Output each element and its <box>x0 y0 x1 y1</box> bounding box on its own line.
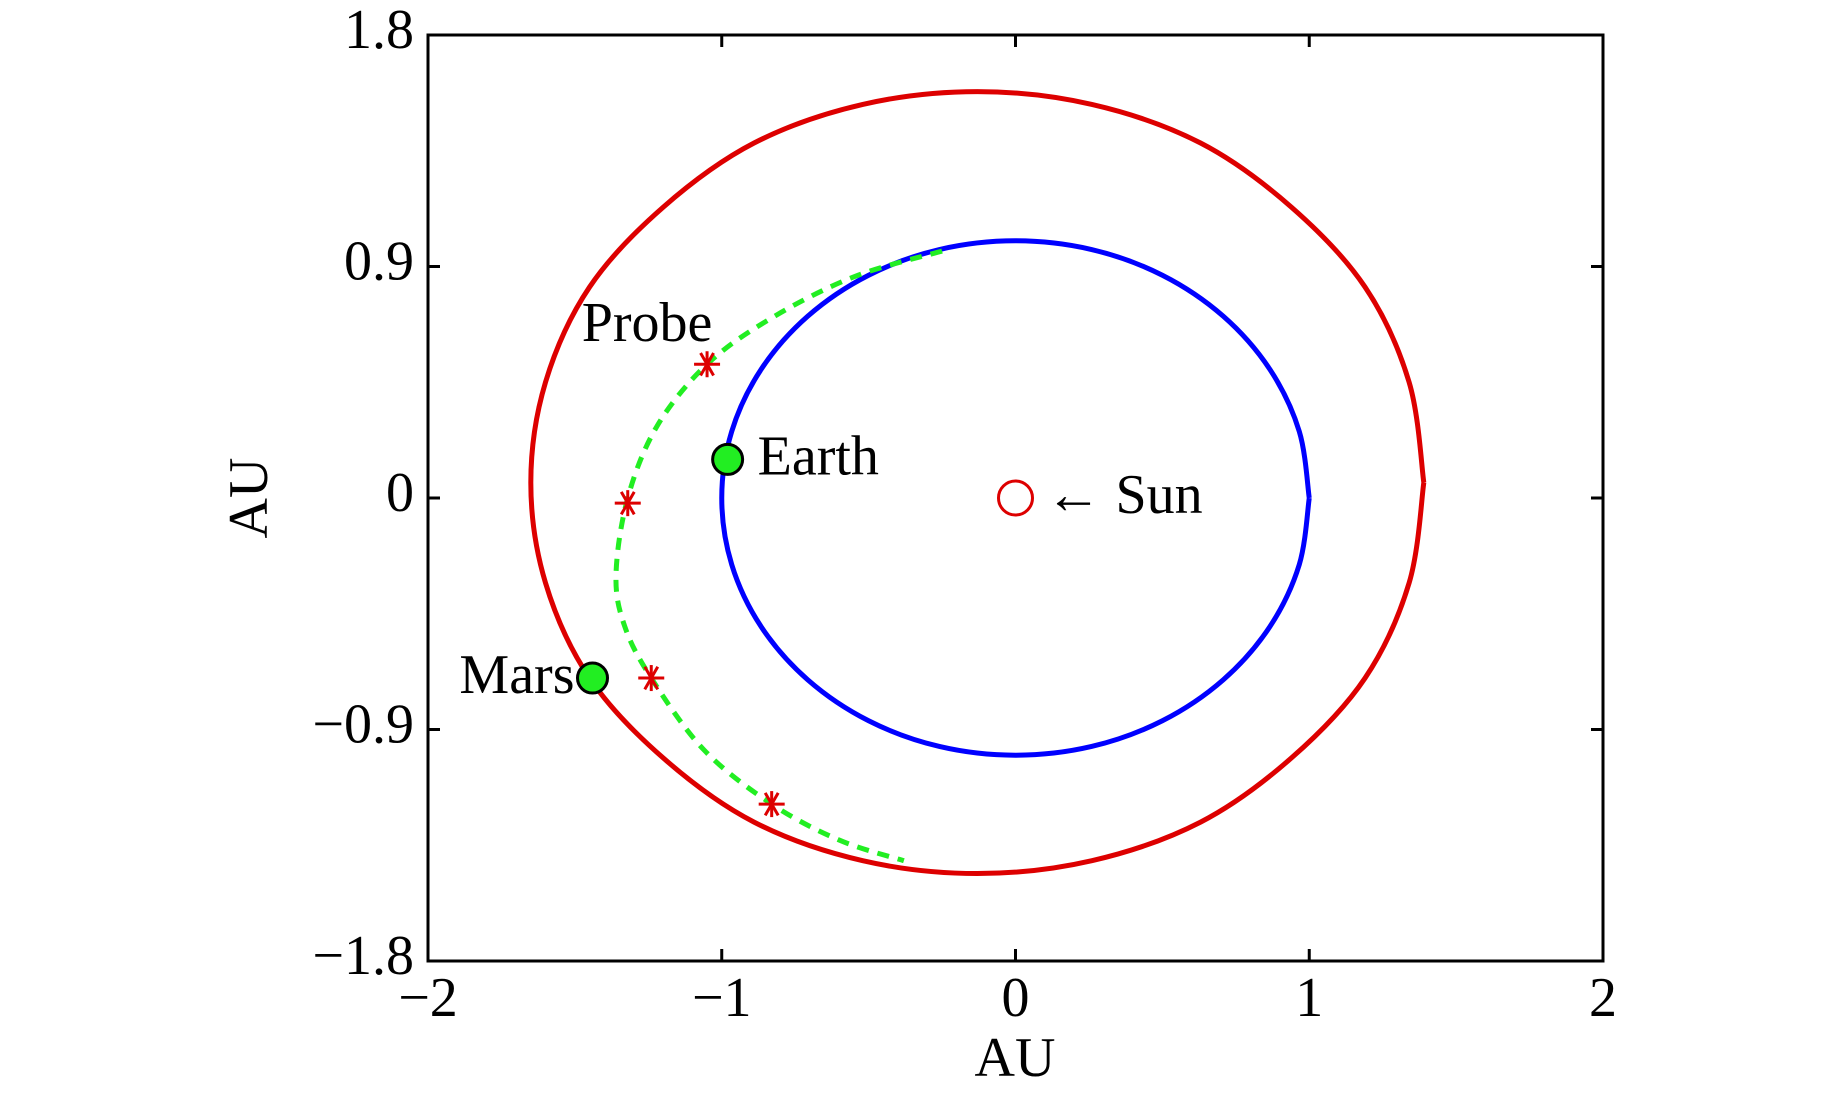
x-axis-label: AU <box>975 1027 1056 1089</box>
x-tick-label: −2 <box>398 967 458 1029</box>
x-tick-label: −1 <box>692 967 752 1029</box>
y-tick-label: −0.9 <box>312 693 414 755</box>
y-tick-label: 0 <box>386 462 414 524</box>
x-tick-label: 2 <box>1589 967 1617 1029</box>
orbit-line <box>528 89 1427 877</box>
probe-marker <box>758 791 785 818</box>
planet-marker <box>711 442 745 476</box>
x-tick-label: 1 <box>1295 967 1323 1029</box>
y-axis-label: AU <box>218 458 280 539</box>
sun-marker <box>997 479 1034 517</box>
y-tick-label: 1.8 <box>344 0 414 61</box>
point-label: Probe <box>582 292 713 354</box>
plot-frame <box>426 33 1605 963</box>
orbit-line <box>719 238 1312 758</box>
x-tick-label: 0 <box>1002 967 1030 1029</box>
point-label: Mars <box>459 644 574 706</box>
point-label: ← Sun <box>1046 464 1203 526</box>
point-label: Earth <box>758 425 879 487</box>
probe-marker <box>694 351 721 378</box>
y-tick-label: −1.8 <box>312 925 414 987</box>
y-tick-label: 0.9 <box>344 230 414 292</box>
probe-marker <box>638 665 665 692</box>
planet-marker <box>576 661 609 695</box>
probe-marker <box>614 490 641 517</box>
